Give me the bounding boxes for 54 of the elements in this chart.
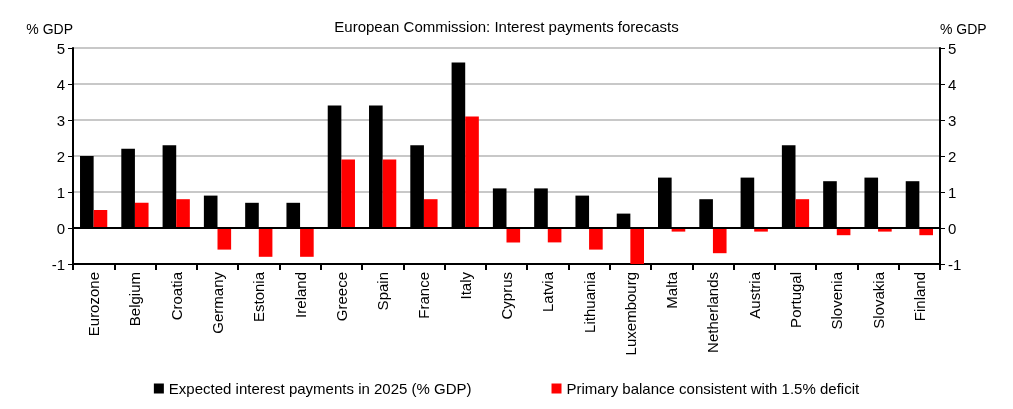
bar bbox=[134, 202, 149, 228]
y-tick-label: 1 bbox=[56, 183, 65, 201]
x-tick-label: Ireland bbox=[291, 272, 309, 318]
y2-tick-label: 5 bbox=[948, 39, 957, 57]
y-tick-label: 4 bbox=[56, 75, 65, 93]
x-tick-label: Slovenia bbox=[828, 271, 846, 330]
x-tick-label: Croatia bbox=[167, 271, 185, 321]
y2-tick-label: 4 bbox=[948, 75, 957, 93]
x-tick-label: Italy bbox=[456, 271, 474, 300]
x-tick-label: Latvia bbox=[539, 271, 557, 313]
x-tick-label: Eurozone bbox=[85, 272, 103, 337]
bar bbox=[423, 199, 438, 228]
x-tick-label: Germany bbox=[209, 271, 226, 334]
x-tick-label: France bbox=[415, 272, 433, 319]
x-tick-label: Estonia bbox=[250, 271, 268, 323]
bar bbox=[300, 228, 314, 257]
x-tick-label: Greece bbox=[332, 272, 350, 322]
legend-label: Expected interest payments in 2025 (% GDP) bbox=[168, 380, 472, 397]
x-tick-label: Austria bbox=[745, 271, 763, 319]
bar bbox=[589, 228, 603, 250]
x-tick-label: Netherlands bbox=[704, 272, 722, 353]
legend-label: Primary balance consistent with 1.5% deficit bbox=[566, 380, 860, 397]
y-tick-label: 5 bbox=[56, 39, 65, 57]
y-tick-label: 0 bbox=[56, 219, 65, 237]
bar bbox=[795, 199, 810, 228]
y2-tick-label: 1 bbox=[948, 183, 957, 201]
x-tick-label: Belgium bbox=[126, 272, 144, 327]
bar bbox=[712, 228, 727, 254]
bar bbox=[465, 116, 479, 228]
y-tick-label: 2 bbox=[56, 147, 65, 165]
x-tick-label: Luxembourg bbox=[621, 272, 639, 356]
y2-tick-label: 3 bbox=[948, 111, 957, 129]
bar bbox=[382, 159, 397, 228]
y2-tick-label: 0 bbox=[948, 219, 957, 237]
bar bbox=[93, 210, 108, 228]
y-tick-label: -1 bbox=[51, 255, 65, 273]
y2-axis-title: % GDP bbox=[940, 21, 987, 37]
x-tick-label: Finland bbox=[910, 272, 928, 322]
chart-title: European Commission: Interest payments forecasts bbox=[334, 18, 679, 35]
x-tick-label: Spain bbox=[374, 272, 392, 311]
y-axis-title: % GDP bbox=[26, 21, 73, 37]
x-tick-label: Malta bbox=[663, 271, 681, 309]
bar bbox=[258, 228, 273, 257]
y2-tick-label: -1 bbox=[948, 255, 962, 273]
bar bbox=[341, 159, 355, 228]
y2-tick-label: 2 bbox=[948, 147, 957, 165]
bar bbox=[630, 228, 644, 264]
y-tick-label: 3 bbox=[56, 111, 65, 129]
x-tick-label: Portugal bbox=[787, 272, 804, 328]
x-tick-label: Lithuania bbox=[580, 271, 598, 333]
bar bbox=[176, 199, 190, 228]
x-tick-label: Slovakia bbox=[869, 271, 887, 329]
x-tick-label: Cyprus bbox=[498, 272, 515, 320]
bar bbox=[217, 228, 232, 250]
